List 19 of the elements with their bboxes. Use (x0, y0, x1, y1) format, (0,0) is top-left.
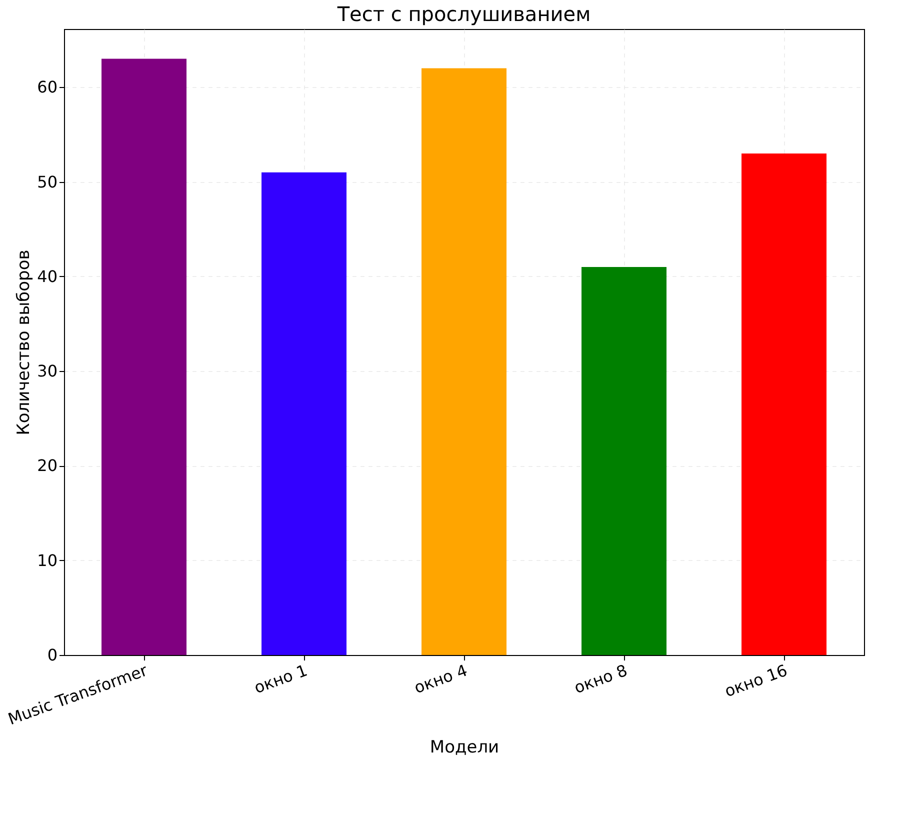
y-axis-title: Количество выборов (14, 250, 34, 436)
bar (742, 153, 826, 655)
y-tick-label: 20 (37, 456, 58, 476)
x-axis-title: Модели (430, 738, 500, 758)
x-tick-label: окно 1 (252, 660, 310, 698)
chart-title: Тест с прослушиванием (336, 2, 591, 26)
bar (582, 267, 666, 655)
x-tick-label: окно 8 (572, 660, 630, 698)
y-tick-label: 0 (47, 646, 58, 664)
y-tick-label: 10 (37, 550, 58, 570)
bar (102, 58, 186, 655)
y-tick-label: 40 (37, 266, 58, 286)
y-tick-label: 60 (37, 78, 58, 97)
bar (262, 172, 346, 655)
x-tick-label: окно 4 (412, 660, 470, 698)
y-tick-label: 30 (37, 362, 58, 381)
bar (422, 68, 506, 655)
y-tick-label: 50 (37, 172, 58, 192)
x-tick-label: окно 16 (722, 660, 790, 701)
